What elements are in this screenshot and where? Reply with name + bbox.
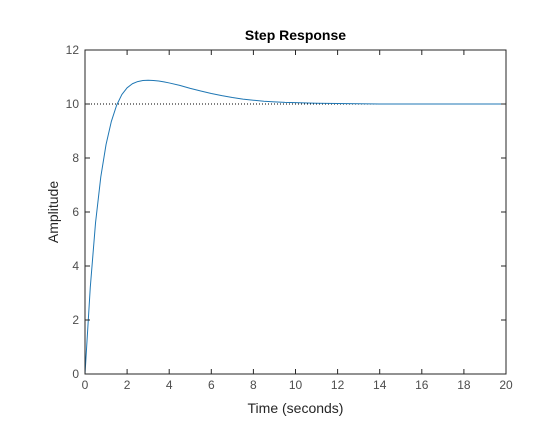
y-tick-label: 2 — [72, 313, 79, 327]
y-tick-label: 4 — [72, 259, 79, 273]
y-tick-label: 12 — [66, 43, 80, 57]
x-axis-label: Time (seconds) — [248, 400, 344, 416]
step-response-line — [84, 79, 506, 375]
y-tick-label: 6 — [72, 205, 79, 219]
x-tick-label: 8 — [250, 378, 257, 392]
y-tick-label: 10 — [66, 97, 80, 111]
x-tick-label: 2 — [124, 378, 131, 392]
x-tick-label: 14 — [373, 378, 387, 392]
y-axis-label: Amplitude — [45, 181, 61, 243]
x-tick-label: 18 — [457, 378, 471, 392]
x-tick-label: 0 — [82, 378, 89, 392]
x-tick-label: 20 — [499, 378, 513, 392]
x-tick-label: 16 — [415, 378, 429, 392]
plot-area — [85, 50, 506, 374]
x-tick-label: 6 — [208, 378, 215, 392]
x-tick-label: 12 — [331, 378, 345, 392]
y-tick-label: 0 — [72, 367, 79, 381]
y-tick-label: 8 — [72, 151, 79, 165]
x-tick-label: 4 — [166, 378, 173, 392]
tick-layer: 0 2 4 6 8 10 12 14 16 18 20 0 2 4 6 8 10 12 — [66, 43, 513, 392]
chart-title: Step Response — [245, 27, 346, 43]
x-tick-label: 10 — [289, 378, 303, 392]
series-layer — [84, 79, 506, 375]
